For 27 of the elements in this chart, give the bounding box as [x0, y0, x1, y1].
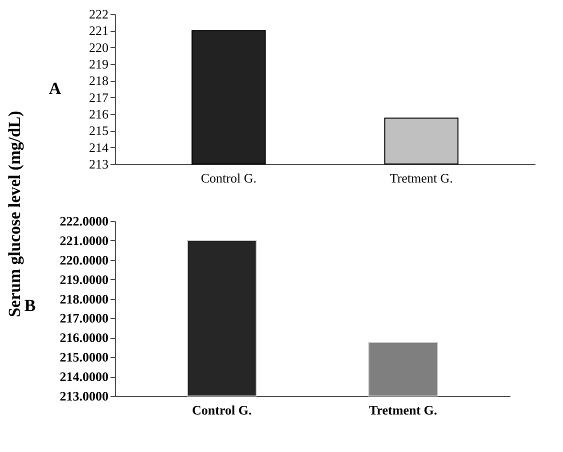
x-tick-label: Tretment G.	[369, 402, 438, 418]
y-tick-label: 215.0000	[60, 350, 108, 365]
y-tick-label: 220.0000	[60, 252, 108, 268]
y-tick-label: 214.0000	[60, 369, 108, 384]
y-tick-label: 215	[89, 123, 108, 138]
y-tick-label: 214	[89, 140, 109, 155]
x-tick-label: Tretment G.	[390, 170, 453, 186]
y-tick-label: 221	[89, 23, 108, 38]
y-tick-label: 217	[89, 90, 109, 105]
y-axis-title: Serum glucose level (mg/dL)	[5, 110, 24, 318]
y-tick-label: 213.0000	[60, 388, 108, 404]
x-tick-label: Control G.	[200, 170, 256, 186]
text: A	[48, 79, 62, 98]
y-tick-label: 219.0000	[60, 272, 108, 287]
y-tick-label: 221.0000	[60, 232, 108, 248]
y-tick-label: 216.0000	[60, 330, 108, 346]
y-tick-label: 218.0000	[60, 291, 108, 306]
y-tick-label: 218	[89, 73, 108, 88]
x-tick-label: Control G.	[192, 402, 252, 418]
y-tick-label: 216	[89, 106, 109, 122]
y-tick-label: 222	[89, 6, 108, 22]
text: B	[24, 296, 36, 315]
y-tick-label: 213	[89, 156, 108, 172]
y-tick-label: 219	[89, 56, 108, 72]
y-tick-label: 220	[89, 40, 108, 55]
y-tick-label: 217.0000	[60, 310, 108, 326]
y-tick-label: 222.0000	[60, 214, 108, 228]
